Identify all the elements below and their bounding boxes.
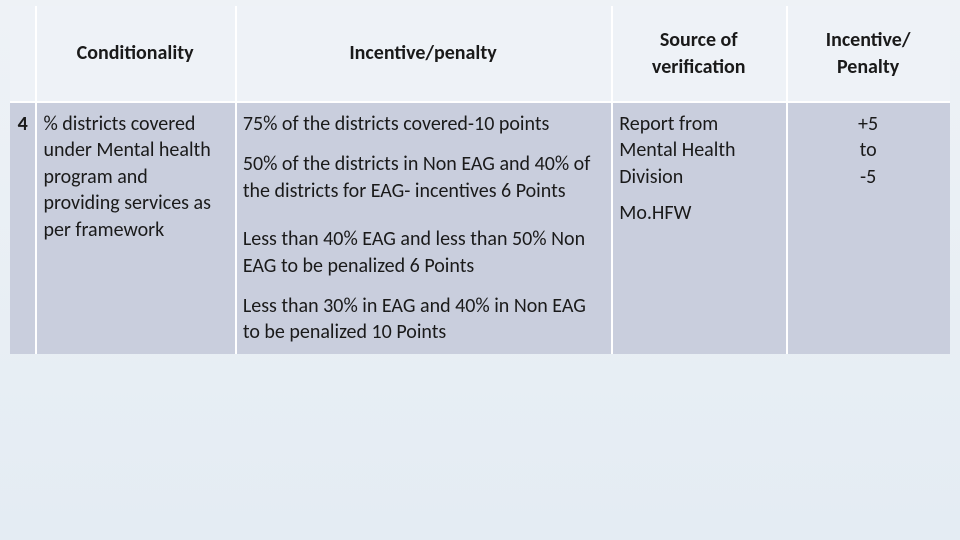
- cell-incentive-penalty: 75% of the districts covered-10 points 5…: [236, 102, 612, 354]
- incentive-line: Less than 30% in EAG and 40% in Non EAG …: [243, 293, 603, 346]
- conditionality-table: Conditionality Incentive/penalty Source …: [10, 6, 950, 354]
- cell-conditionality: % districts covered under Mental health …: [36, 102, 235, 354]
- cell-rownum: 4: [10, 102, 36, 354]
- source-line: Report from Mental Health Division: [619, 111, 778, 190]
- col-header-conditionality: Conditionality: [36, 6, 235, 102]
- score-line: -5: [794, 164, 942, 190]
- slide: Conditionality Incentive/penalty Source …: [0, 0, 960, 540]
- incentive-line: 75% of the districts covered-10 points: [243, 111, 603, 137]
- col-header-incentive-penalty: Incentive/penalty: [236, 6, 612, 102]
- incentive-line: 50% of the districts in Non EAG and 40% …: [243, 151, 603, 204]
- cell-score: +5 to -5: [787, 102, 950, 354]
- table-header-row: Conditionality Incentive/penalty Source …: [10, 6, 950, 102]
- table-row: 4 % districts covered under Mental healt…: [10, 102, 950, 354]
- incentive-line: Less than 40% EAG and less than 50% Non …: [243, 226, 603, 279]
- score-line: +5: [794, 111, 942, 137]
- col-header-num: [10, 6, 36, 102]
- col-header-score: Incentive/ Penalty: [787, 6, 950, 102]
- cell-source: Report from Mental Health Division Mo.HF…: [612, 102, 787, 354]
- score-line: to: [794, 137, 942, 163]
- col-header-source: Source of verification: [612, 6, 787, 102]
- source-line: Mo.HFW: [619, 200, 778, 226]
